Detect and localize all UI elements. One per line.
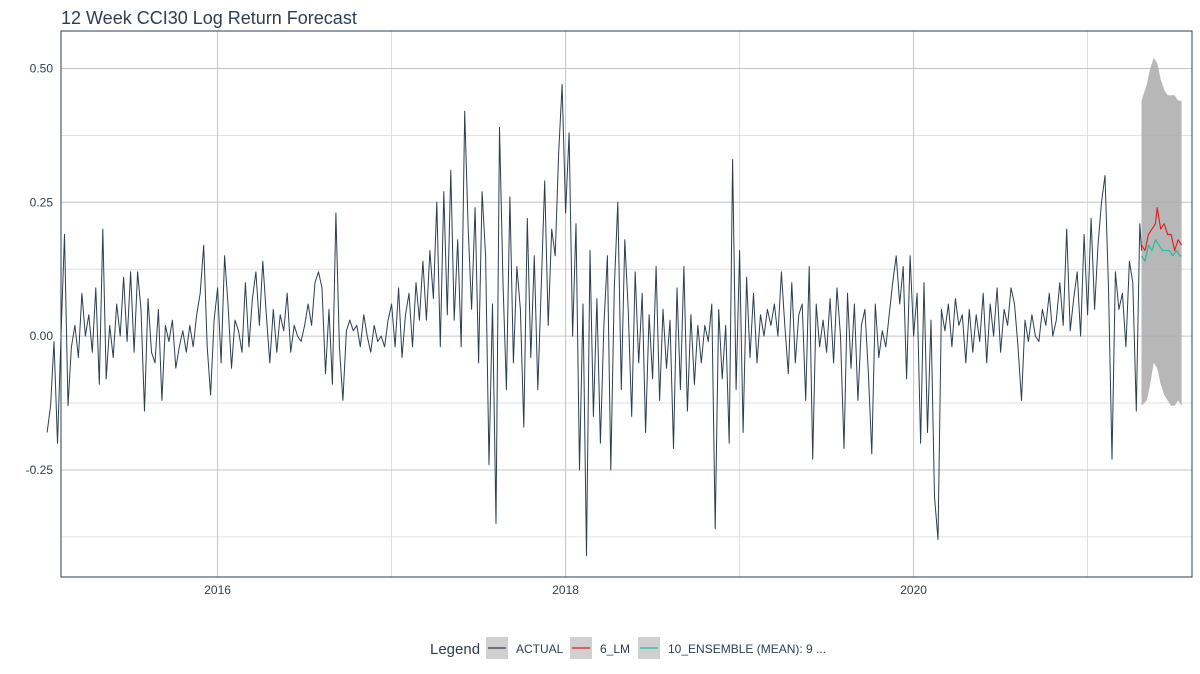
- forecast-interval-band: [1141, 57, 1182, 406]
- y-tick-label: 0.25: [30, 195, 54, 209]
- legend-title: Legend: [430, 641, 480, 658]
- confidence-band: [1141, 57, 1182, 406]
- major-gridlines: [61, 31, 1192, 577]
- actual-line: [46, 84, 1142, 557]
- chart-title: 12 Week CCI30 Log Return Forecast: [61, 8, 357, 28]
- minor-gridlines: [61, 31, 1192, 577]
- legend-label-6-lm: 6_LM: [600, 642, 630, 656]
- forecast-series: [1141, 207, 1183, 262]
- x-tick-label: 2018: [552, 583, 579, 597]
- y-axis-ticks: -0.25 0.00 0.25 0.50: [26, 61, 54, 476]
- legend-label-actual: ACTUAL: [516, 642, 564, 656]
- forecast-line-ensemble: [1141, 239, 1182, 262]
- x-tick-label: 2016: [204, 583, 231, 597]
- forecast-line-6-lm: [1141, 207, 1183, 252]
- y-tick-label: -0.25: [26, 463, 54, 477]
- y-tick-label: 0.00: [30, 329, 54, 343]
- y-tick-label: 0.50: [30, 61, 54, 75]
- actual-series: [46, 84, 1142, 557]
- x-tick-label: 2020: [900, 583, 927, 597]
- plot-panel-border: [60, 30, 1193, 578]
- legend: Legend ACTUAL 6_LM 10_ENSEMBLE (MEAN): 9…: [430, 637, 826, 659]
- legend-label-ensemble: 10_ENSEMBLE (MEAN): 9 ...: [668, 642, 826, 656]
- x-axis-ticks: 2016 2018 2020: [204, 583, 927, 597]
